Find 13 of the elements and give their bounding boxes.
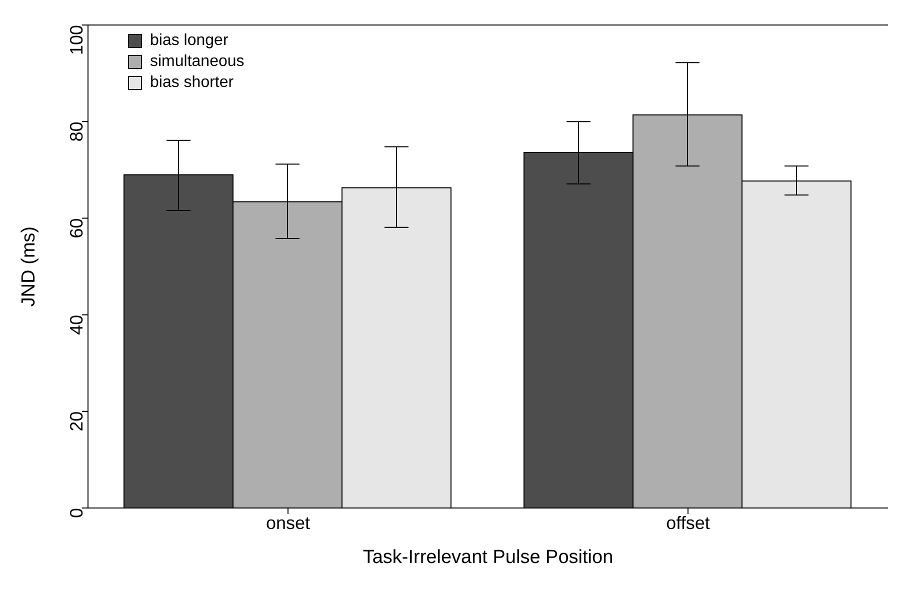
legend-label: bias shorter	[150, 73, 234, 93]
y-axis-title: JND (ms)	[18, 226, 40, 307]
y-tick-label: 20	[66, 411, 86, 432]
legend-label: simultaneous	[150, 52, 244, 72]
y-tick-label: 80	[66, 122, 86, 142]
x-tick-label: onset	[266, 512, 310, 533]
x-axis-title: Task-Irrelevant Pulse Position	[362, 547, 614, 568]
x-tick-label: offset	[666, 512, 710, 533]
y-tick-label: 100	[66, 25, 86, 56]
y-tick-label: 40	[66, 314, 86, 335]
y-tick-label: 60	[66, 218, 86, 238]
y-tick-label: 0	[66, 508, 86, 518]
legend-label: bias longer	[150, 31, 228, 51]
